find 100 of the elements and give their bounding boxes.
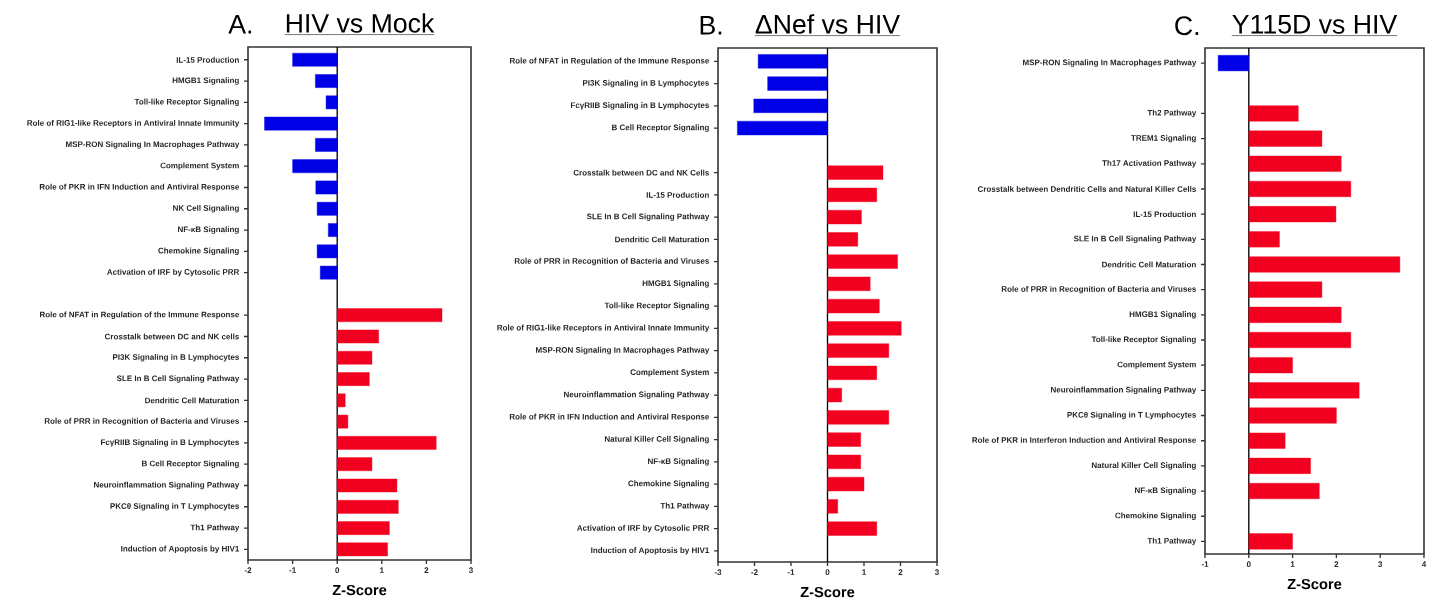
bar [1248, 332, 1352, 349]
bar [1248, 180, 1352, 197]
bar [1248, 306, 1342, 323]
bar [337, 478, 398, 493]
bar [337, 372, 370, 386]
bar [827, 254, 898, 269]
bar [827, 343, 890, 358]
y-tick-label: Neuroinflammation Signaling Pathway [1051, 386, 1197, 395]
bar [325, 95, 338, 110]
y-tick-label: PKCθ Signaling in T Lymphocytes [110, 503, 239, 511]
y-tick-label: Complement System [160, 162, 239, 170]
bar [827, 210, 862, 225]
bar [337, 436, 437, 450]
y-tick-label: B Cell Receptor Signaling [612, 124, 709, 132]
y-tick-label: Complement System [1117, 361, 1196, 369]
bar [1248, 382, 1360, 399]
bar [315, 74, 338, 88]
y-tick-label: Dendritic Cell Maturation [1102, 261, 1196, 268]
bar [292, 52, 338, 67]
y-tick-label: SLE In B Cell Signaling Pathway [586, 213, 710, 221]
bar [1217, 55, 1249, 72]
y-tick-label: Crosstalk between Dendritic Cells and Natural Killer Cells [977, 186, 1196, 192]
y-tick-label: PI3K Signaling in B Lymphocytes [583, 79, 709, 88]
y-tick-label: Role of PKR in Interferon Induction and Antiviral Response [972, 436, 1197, 445]
y-tick-label: Toll-like Receptor Signaling [604, 302, 709, 310]
y-tick-label: Natural Killer Cell Signaling [1091, 462, 1196, 470]
bar [337, 350, 373, 365]
y-tick-label: FcγRIIB Signaling in B Lymphocytes [571, 102, 709, 110]
x-tick-label: 1 [1290, 561, 1295, 567]
y-tick-label: IL-15 Production [646, 191, 709, 198]
y-tick-label: Role of PKR in IFN Induction and Antiviral Response [39, 183, 240, 192]
bar [315, 138, 338, 152]
x-tick-label: 0 [825, 569, 830, 576]
y-tick-label: Toll-like Receptor Signaling [134, 98, 239, 107]
bar [316, 201, 338, 216]
y-tick-label: SLE In B Cell Signaling Pathway [1073, 235, 1197, 244]
bar [337, 457, 373, 471]
y-tick-label: NF-κB Signaling [178, 226, 239, 234]
y-tick-label: Role of PRR in Recognition of Bacteria and Viruses [514, 257, 709, 266]
y-tick-label: HMGB1 Signaling [642, 280, 709, 288]
bar [337, 499, 399, 514]
y-tick-label: Induction of Apoptosis by HIV1 [121, 545, 240, 554]
x-tick-label: 1 [862, 569, 866, 575]
x-tick-label: 3 [934, 569, 939, 576]
x-tick-label: 3 [468, 567, 473, 574]
y-tick-label: HMGB1 Signaling [172, 77, 239, 85]
x-tick-label: -2 [244, 567, 252, 573]
bar [827, 165, 884, 180]
bar [1248, 281, 1323, 298]
bar [1248, 206, 1337, 223]
y-tick-label: Role of PRR in Recognition of Bacteria and Viruses [44, 417, 239, 426]
bar [1248, 357, 1293, 374]
bar [827, 410, 890, 425]
y-tick-label: Role of RIG1-like Receptors in Antiviral Innate Immunity [497, 324, 710, 333]
bar [328, 223, 338, 237]
y-tick-label: Activation of IRF by Cytosolic PRR [107, 268, 240, 277]
bar [1248, 105, 1299, 122]
bar [827, 432, 861, 447]
y-tick-label: Natural Killer Cell Signaling [604, 435, 709, 444]
x-tick-label: 2 [898, 569, 903, 575]
bar [827, 388, 842, 403]
x-tick-label: -2 [751, 569, 758, 575]
y-tick-label: Neuroinflammation Signaling Pathway [564, 391, 710, 399]
text: C. [1175, 16, 1199, 36]
x-tick-label: -1 [1201, 561, 1209, 567]
bar [827, 365, 877, 380]
y-tick-label: B Cell Receptor Signaling [142, 460, 239, 468]
x-axis-title: Z-Score [1287, 578, 1342, 590]
bar [827, 477, 865, 492]
bar [264, 116, 338, 131]
y-tick-label: PKCθ Signaling in T Lymphocytes [1067, 411, 1196, 420]
y-tick-label: TREM1 Signaling [1131, 134, 1196, 143]
bar [320, 265, 338, 280]
bar [1248, 155, 1342, 172]
y-tick-label: HMGB1 Signaling [1129, 311, 1196, 319]
y-tick-label: MSP-RON Signaling In Macrophages Pathway [66, 141, 240, 149]
bar [827, 299, 880, 314]
y-tick-label: MSP-RON Signaling In Macrophages Pathway [536, 346, 710, 355]
bar [1248, 483, 1320, 500]
text: B. [700, 16, 722, 35]
y-tick-label: IL-15 Production [176, 56, 239, 63]
x-tick-label: 0 [335, 567, 340, 574]
x-tick-label: 2 [424, 567, 429, 573]
bar [337, 414, 349, 429]
bar [827, 521, 877, 536]
x-tick-label: 4 [1421, 561, 1427, 567]
y-tick-label: Th1 Pathway [190, 524, 240, 532]
bar [337, 393, 346, 408]
bar [1248, 130, 1323, 147]
y-tick-label: Complement System [630, 369, 709, 377]
x-tick-label: 2 [1334, 561, 1339, 567]
y-tick-label: NF-κB Signaling [648, 458, 709, 466]
bar [337, 542, 388, 557]
x-tick-label: 0 [1246, 561, 1251, 568]
y-tick-label: Th2 Pathway [1147, 109, 1197, 118]
y-tick-label: IL-15 Production [1133, 211, 1196, 218]
bar [827, 499, 838, 514]
y-tick-label: Dendritic Cell Maturation [145, 397, 239, 404]
bar [827, 321, 902, 336]
y-tick-label: SLE In B Cell Signaling Pathway [116, 375, 240, 383]
